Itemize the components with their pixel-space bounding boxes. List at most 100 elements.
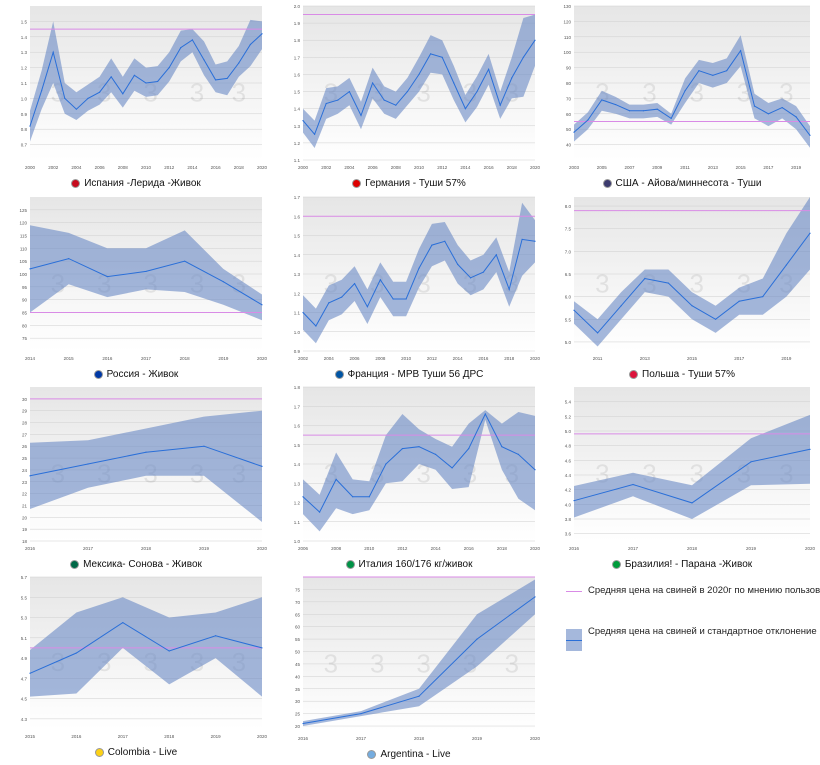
y-tick-label: 1.7 (294, 195, 301, 200)
watermark: 3 (642, 77, 656, 107)
chart-poland-panel: 5.0 5.5 6.0 6.5 7.0 7.5 8.0 2011 2013 2015 2017 201… (550, 193, 814, 383)
y-tick-label: 5.0 (565, 340, 572, 345)
mean-point (180, 46, 182, 49)
mean-point (451, 467, 453, 469)
mean-point (341, 296, 343, 298)
y-tick-label: 4.5 (21, 697, 28, 702)
x-tick-label: 2002 (48, 165, 59, 170)
x-tick-label: 2011 (593, 356, 603, 361)
y-tick-label: 25 (295, 712, 301, 717)
mean-point (430, 53, 432, 55)
x-tick-label: 2015 (64, 356, 75, 361)
y-tick-label: 55 (295, 637, 301, 642)
france-flag-icon (334, 370, 344, 379)
mean-point (644, 277, 646, 280)
watermark: 3 (505, 648, 519, 678)
x-tick-label: 2006 (95, 165, 106, 170)
y-tick-label: 27 (22, 432, 28, 437)
y-tick-label: 5.5 (21, 595, 28, 600)
mean-point (715, 318, 717, 320)
x-tick-label: 2013 (640, 356, 651, 361)
mean-point (133, 74, 135, 76)
x-tick-label: 2015 (736, 165, 747, 170)
watermark: 3 (232, 77, 246, 107)
y-tick-label: 0.7 (21, 143, 28, 148)
x-tick-label: 2018 (234, 165, 245, 170)
y-tick-label: 105 (19, 259, 27, 264)
germany-flag-icon (352, 179, 362, 188)
mean-point (511, 77, 513, 79)
y-tick-label: 1.5 (294, 90, 301, 95)
mean-point (691, 502, 693, 504)
x-tick-label: 2012 (397, 546, 408, 551)
mean-point (469, 277, 472, 279)
mean-point (418, 695, 420, 697)
y-tick-label: 85 (22, 311, 28, 316)
y-tick-label: 65 (295, 612, 301, 617)
y-tick-label: 6.5 (565, 272, 572, 277)
mean-point (348, 90, 350, 93)
mean-point (302, 120, 304, 122)
mean-point (302, 496, 304, 498)
y-tick-label: 120 (563, 19, 571, 24)
x-tick-label: 2006 (298, 546, 309, 551)
mean-point (379, 279, 381, 281)
x-tick-label: 2017 (763, 165, 774, 170)
mean-point (573, 131, 575, 133)
y-tick-label: 110 (564, 35, 572, 40)
mean-point (597, 332, 599, 334)
std-band (303, 579, 535, 726)
mean-point (418, 267, 420, 269)
y-tick-label: 5.7 (21, 575, 28, 580)
x-tick-label: 2020 (530, 165, 541, 170)
mean-point (122, 622, 124, 624)
caption-russia: Россия - Живок (6, 369, 266, 380)
watermark: 3 (190, 77, 204, 107)
mean-point (501, 446, 503, 448)
caption-argentina: Argentina - Live (279, 749, 539, 760)
y-tick-label: 50 (566, 127, 572, 132)
mexico-flag-icon (70, 560, 80, 569)
chart-germany-panel: 1.1 1.2 1.3 1.4 1.5 1.6 1.7 1.8 1.9 2.0 2000 2002 20… (279, 2, 541, 192)
x-tick-label: 2016 (464, 546, 475, 551)
poland-flag-icon (629, 370, 638, 379)
x-tick-label: 2019 (746, 546, 757, 551)
y-tick-label: 40 (566, 143, 572, 148)
mean-point (809, 232, 811, 234)
x-tick-label: 2000 (298, 165, 309, 170)
mean-point (261, 33, 263, 35)
x-tick-label: 2010 (414, 165, 425, 170)
y-tick-label: 5.5 (565, 317, 572, 322)
mean-point (395, 104, 397, 106)
chart-colombia: 4.3 4.5 4.7 4.9 5.1 5.3 5.5 5.7 2015 2016 2017 2018… (21, 575, 268, 739)
y-tick-label: 4.9 (21, 656, 28, 661)
mean-point (434, 453, 437, 455)
mean-point (145, 451, 147, 453)
x-tick-label: 2014 (460, 165, 471, 170)
y-tick-label: 60 (295, 625, 301, 630)
y-tick-label: 20 (295, 724, 301, 729)
y-tick-label: 120 (19, 221, 27, 226)
chart-germany: 1.1 1.2 1.3 1.4 1.5 1.6 1.7 1.8 1.9 2.0 2000 2002 20… (294, 4, 541, 170)
x-tick-label: 2014 (431, 546, 442, 551)
x-tick-label: 2018 (504, 356, 515, 361)
legend-ref-swatch (566, 591, 582, 592)
mean-point (168, 67, 170, 69)
mean-point (670, 117, 672, 120)
x-tick-label: 2018 (497, 546, 508, 551)
x-tick-label: 2012 (427, 356, 438, 361)
watermark: 3 (370, 648, 384, 678)
mean-point (168, 650, 170, 652)
x-tick-label: 2006 (368, 165, 379, 170)
y-tick-label: 1.9 (294, 21, 301, 26)
mean-point (484, 413, 486, 415)
legend-ref-label: Средняя цена на свиней в 2020г по мнению… (588, 585, 820, 596)
x-tick-label: 2015 (25, 734, 36, 739)
mean-point (534, 39, 536, 41)
y-tick-label: 1.1 (294, 311, 301, 316)
caption-text: Colombia - Live (107, 747, 178, 758)
chart-spain-panel: 0.7 0.8 0.9 1.0 1.1 1.2 1.3 1.4 1.5 2000 2002 2004 2… (6, 2, 268, 192)
mean-point (620, 305, 622, 307)
mean-point (360, 713, 362, 715)
chart-mexico: 18 19 20 21 22 23 24 25 26 27 28 29 30 2016 2017 2018 20… (22, 387, 268, 551)
